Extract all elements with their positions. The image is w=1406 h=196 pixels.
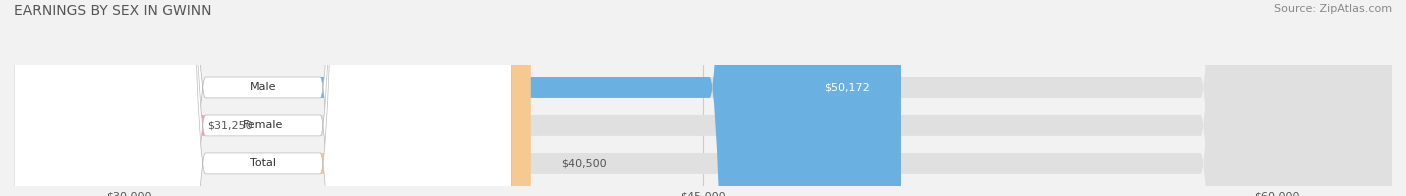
FancyBboxPatch shape — [0, 0, 205, 196]
FancyBboxPatch shape — [14, 0, 1392, 196]
Text: $31,250: $31,250 — [207, 120, 253, 131]
FancyBboxPatch shape — [14, 0, 1392, 196]
FancyBboxPatch shape — [14, 0, 512, 196]
Text: Female: Female — [243, 120, 283, 131]
Text: $50,172: $50,172 — [824, 83, 870, 93]
Text: Source: ZipAtlas.com: Source: ZipAtlas.com — [1274, 4, 1392, 14]
FancyBboxPatch shape — [14, 0, 512, 196]
Text: Male: Male — [250, 83, 276, 93]
FancyBboxPatch shape — [14, 0, 531, 196]
Text: EARNINGS BY SEX IN GWINN: EARNINGS BY SEX IN GWINN — [14, 4, 211, 18]
Text: Total: Total — [250, 158, 276, 168]
FancyBboxPatch shape — [14, 0, 1392, 196]
FancyBboxPatch shape — [14, 0, 512, 196]
FancyBboxPatch shape — [14, 0, 901, 196]
Text: $40,500: $40,500 — [561, 158, 607, 168]
